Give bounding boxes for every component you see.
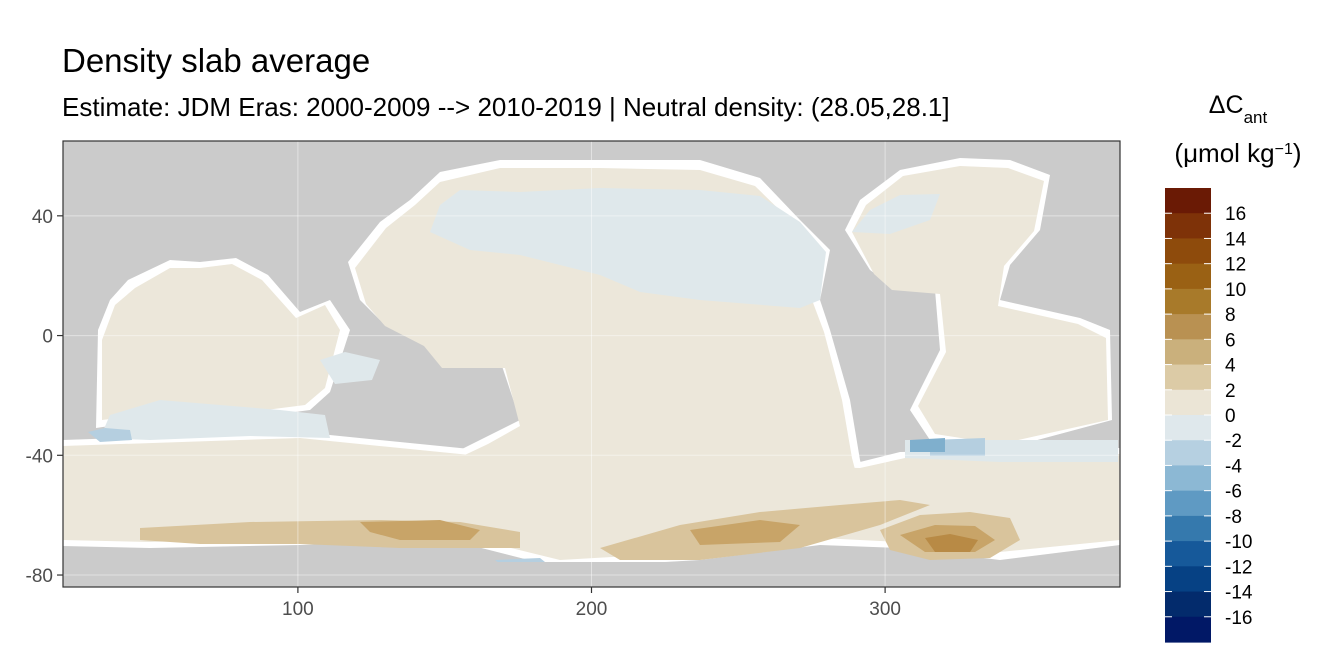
legend-labels: 16 14 12 10 8 6 4 2 0 -2 -4 -6 -8 -10 -12 -14 -16 (1165, 204, 1253, 629)
madagascar-negative (88, 428, 132, 442)
legend-swatch (1165, 616, 1211, 643)
legend-swatch (1165, 440, 1211, 467)
legend-label: -14 (1225, 583, 1253, 604)
legend-swatch (1165, 465, 1211, 492)
legend-swatch (1165, 213, 1211, 240)
legend-swatches (1165, 188, 1211, 643)
north-atlantic-negative (852, 194, 940, 234)
chart-subtitle: Estimate: JDM Eras: 2000-2009 --> 2010-2… (62, 92, 950, 122)
legend-label: -6 (1225, 482, 1242, 503)
legend-label: -4 (1225, 456, 1242, 477)
y-tick-label: -40 (26, 446, 53, 467)
legend-label: -8 (1225, 507, 1242, 528)
y-axis: 40 0 -40 -80 (26, 207, 63, 587)
ocean-fields (63, 166, 1120, 568)
legend-title-symbol: ΔC (1209, 91, 1244, 119)
legend-unit-prefix: (μmol kg (1174, 138, 1274, 168)
legend-swatch (1165, 490, 1211, 517)
legend-swatch (1165, 566, 1211, 593)
legend-label: 4 (1225, 356, 1236, 377)
map-panel (63, 141, 1120, 587)
legend-title: ΔCant (1209, 91, 1268, 127)
legend-swatch (1165, 288, 1211, 315)
pacific-antarctic-positive-core (690, 520, 800, 545)
south-atlantic-negative-core (910, 438, 945, 452)
y-tick-label: 40 (32, 207, 53, 228)
legend-swatch (1165, 188, 1211, 214)
chart-title: Density slab average (62, 42, 371, 79)
timor-sea-negative (320, 352, 380, 384)
x-tick-label: 100 (282, 599, 314, 620)
legend-swatch (1165, 314, 1211, 340)
legend-label: 10 (1225, 280, 1246, 301)
legend-unit-superscript: −1 (1275, 141, 1293, 158)
y-tick-label: 0 (42, 327, 53, 348)
legend-label: 0 (1225, 406, 1236, 427)
legend-swatch (1165, 389, 1211, 416)
legend-label: -2 (1225, 431, 1242, 452)
legend-swatch (1165, 415, 1211, 441)
legend-label: -16 (1225, 608, 1252, 629)
grid-lines (63, 141, 1120, 587)
legend-label: -10 (1225, 532, 1252, 553)
legend-unit-suffix: ) (1293, 138, 1302, 168)
legend-swatch (1165, 339, 1211, 366)
indian-antarctic-positive-core (360, 520, 480, 540)
atlantic-field (852, 166, 1108, 444)
x-axis: 100 200 300 (282, 587, 901, 620)
weddell-sea-positive-core (925, 534, 978, 552)
legend-unit: (μmol kg−1) (1174, 138, 1301, 168)
x-tick-label: 300 (869, 599, 901, 620)
legend-label: 14 (1225, 229, 1247, 250)
y-tick-label: -80 (26, 566, 53, 587)
legend-label: -12 (1225, 557, 1252, 578)
colorbar-legend: ΔCant (μmol kg−1) 16 14 12 10 8 6 4 2 0 -2 -4 -6 -8 -… (1165, 91, 1302, 643)
north-pacific-negative (430, 188, 826, 308)
legend-swatch (1165, 238, 1211, 265)
legend-label: 16 (1225, 204, 1246, 225)
legend-swatch (1165, 591, 1211, 618)
legend-label: 2 (1225, 381, 1236, 402)
indian-south-negative (100, 400, 330, 440)
legend-label: 8 (1225, 305, 1236, 326)
legend-swatch (1165, 541, 1211, 567)
legend-title-subscript: ant (1244, 108, 1268, 127)
legend-swatch (1165, 263, 1211, 290)
legend-swatch (1165, 515, 1211, 542)
legend-label: 12 (1225, 255, 1246, 276)
indian-ocean-field (102, 264, 340, 420)
legend-label: 6 (1225, 330, 1236, 351)
legend-swatch (1165, 364, 1211, 391)
antarctica-land (63, 562, 1120, 587)
x-tick-label: 200 (576, 599, 608, 620)
